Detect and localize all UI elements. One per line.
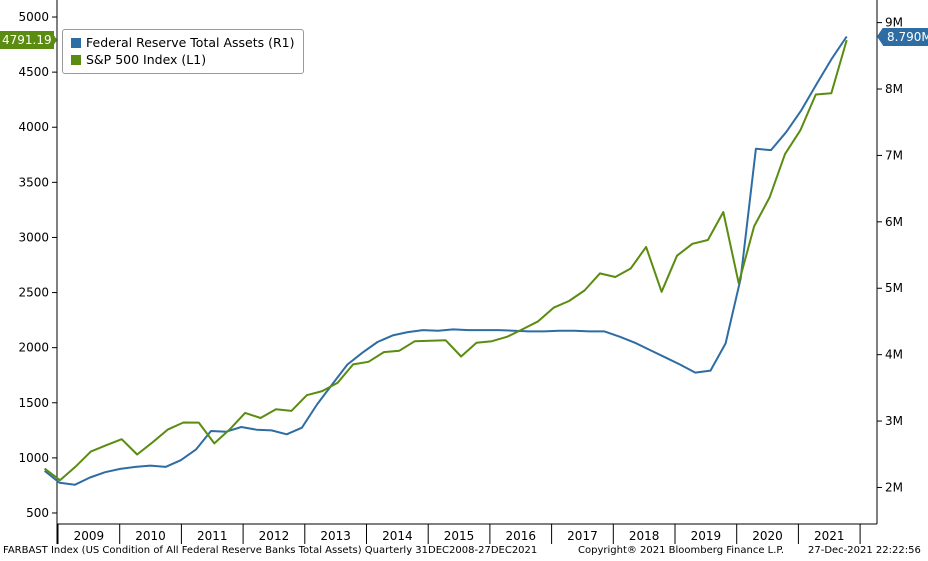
x-tick-label: 2015 <box>444 529 475 543</box>
legend: Federal Reserve Total Assets (R1) S&P 50… <box>62 29 304 74</box>
y-left-tick-label: 4500 <box>18 65 49 79</box>
x-tick-label: 2009 <box>74 529 105 543</box>
y-left-tick-label: 2500 <box>18 286 49 300</box>
y-right-tick-label: 6M <box>885 215 903 229</box>
legend-label-fed-assets: Federal Reserve Total Assets (R1) <box>86 35 295 50</box>
y-right-tick-label: 9M <box>885 16 903 30</box>
series-layer <box>43 27 883 486</box>
y-right-tick-label: 7M <box>885 148 903 162</box>
badge-fed-assets-pointer <box>877 27 883 46</box>
y-left-tick-label: 500 <box>26 506 49 520</box>
y-left-tick-label: 3000 <box>18 230 49 244</box>
y-left-tick-label: 5000 <box>18 10 49 24</box>
y-left-tick-label: 3500 <box>18 175 49 189</box>
x-tick-label: 2016 <box>505 529 536 543</box>
footer-source: FARBAST Index (US Condition of All Feder… <box>3 545 538 556</box>
legend-item-fed-assets: Federal Reserve Total Assets (R1) <box>71 35 295 51</box>
plot-frame <box>56 0 878 544</box>
y-left-tick-label: 1000 <box>18 451 49 465</box>
y-left-tick-label: 4000 <box>18 120 49 134</box>
y-right-tick-label: 3M <box>885 414 903 428</box>
y-right-tick-label: 8M <box>885 82 903 96</box>
x-tick-label: 2021 <box>814 529 845 543</box>
x-tick-label: 2013 <box>320 529 351 543</box>
legend-item-sp500: S&P 500 Index (L1) <box>71 52 206 68</box>
y-axis-left: 500 1000 1500 2000 2500 3000 3500 4000 4500 5000 <box>18 10 57 520</box>
series-line-sp500 <box>43 39 848 482</box>
y-left-tick-label: 2000 <box>18 341 49 355</box>
x-tick-label: 2011 <box>197 529 228 543</box>
x-tick-label: 2020 <box>752 529 783 543</box>
legend-label-sp500: S&P 500 Index (L1) <box>86 52 207 67</box>
footer-timestamp: 27-Dec-2021 22:22:56 <box>808 545 921 556</box>
x-tick-label: 2018 <box>629 529 660 543</box>
footer-copyright: Copyright® 2021 Bloomberg Finance L.P. <box>578 545 785 556</box>
x-tick-label: 2012 <box>259 529 290 543</box>
legend-swatch-sp500 <box>71 55 81 65</box>
x-tick-label: 2019 <box>691 529 722 543</box>
y-right-tick-label: 4M <box>885 348 903 362</box>
x-axis: 2009 2010 2011 2012 2013 2014 2015 2016 2017 2018… <box>57 524 861 544</box>
x-tick-label: 2010 <box>135 529 166 543</box>
y-left-tick-label: 1500 <box>18 396 49 410</box>
x-tick-label: 2014 <box>382 529 413 543</box>
legend-swatch-fed-assets <box>71 38 81 48</box>
badge-sp500-last: 4791.19 <box>0 31 54 50</box>
series-line-fed-assets <box>43 35 848 486</box>
y-axis-right: 2M 3M 4M 5M 6M 7M 8M 9M <box>877 16 903 494</box>
y-right-tick-label: 5M <box>885 281 903 295</box>
y-right-tick-label: 2M <box>885 480 903 494</box>
x-tick-label: 2017 <box>567 529 598 543</box>
badge-fed-assets-last: 8.790M <box>883 27 928 46</box>
